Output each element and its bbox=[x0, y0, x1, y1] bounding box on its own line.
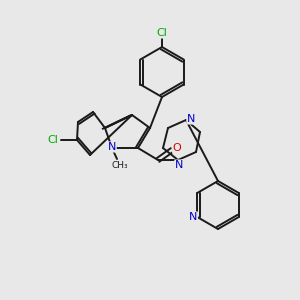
Text: N: N bbox=[187, 114, 195, 124]
Text: Cl: Cl bbox=[48, 135, 58, 145]
Text: N: N bbox=[175, 160, 183, 170]
Text: N: N bbox=[189, 212, 197, 222]
Text: Cl: Cl bbox=[157, 28, 167, 38]
Text: CH₃: CH₃ bbox=[112, 161, 128, 170]
Text: N: N bbox=[108, 142, 116, 152]
Text: O: O bbox=[172, 143, 182, 153]
